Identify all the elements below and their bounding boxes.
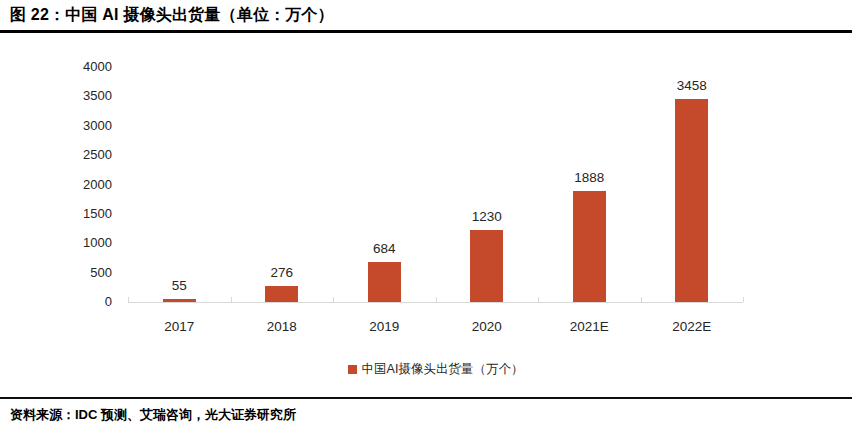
x-axis-tick xyxy=(231,297,232,302)
x-axis-tick xyxy=(743,297,744,302)
x-axis-tick xyxy=(128,297,129,302)
legend-square-icon xyxy=(348,365,357,374)
legend-label: 中国AI摄像头出货量（万个） xyxy=(362,362,524,376)
y-axis-tick-label: 3000 xyxy=(42,119,112,133)
x-axis-tick xyxy=(641,297,642,302)
bar-2021E xyxy=(573,191,606,302)
bar-value-label: 1230 xyxy=(452,209,522,225)
x-axis-category-label: 2021E xyxy=(544,319,634,335)
bar-value-label: 55 xyxy=(144,278,214,294)
x-axis-tick xyxy=(538,297,539,302)
bar-2020 xyxy=(470,230,503,302)
x-axis-category-label: 2017 xyxy=(134,319,224,335)
bar-value-label: 276 xyxy=(247,265,317,281)
x-axis-category-label: 2018 xyxy=(237,319,327,335)
y-axis-tick-label: 3500 xyxy=(42,89,112,103)
y-axis-tick-label: 500 xyxy=(42,266,112,280)
bar-2018 xyxy=(265,286,298,302)
footer-divider xyxy=(0,397,852,399)
y-axis-tick-label: 4000 xyxy=(42,60,112,74)
x-axis-tick xyxy=(436,297,437,302)
bar-value-label: 3458 xyxy=(657,78,727,94)
chart-legend: 中国AI摄像头出货量（万个） xyxy=(128,361,743,378)
bar-value-label: 684 xyxy=(349,241,419,257)
y-axis-tick-label: 1000 xyxy=(42,236,112,250)
y-axis-tick-label: 2000 xyxy=(42,178,112,192)
y-axis-tick-label: 2500 xyxy=(42,148,112,162)
y-axis-tick-label: 1500 xyxy=(42,207,112,221)
x-axis-category-label: 2022E xyxy=(647,319,737,335)
report-figure: 图 22：中国 AI 摄像头出货量（单位：万个） 050010001500200… xyxy=(0,0,852,432)
bar-2017 xyxy=(163,299,196,302)
x-axis-tick xyxy=(333,297,334,302)
source-note: 资料来源：IDC 预测、艾瑞咨询，光大证券研究所 xyxy=(10,406,296,424)
x-axis-line xyxy=(128,302,743,303)
x-axis-category-label: 2019 xyxy=(339,319,429,335)
x-axis-category-label: 2020 xyxy=(442,319,532,335)
y-axis-tick-label: 0 xyxy=(42,295,112,309)
bar-2019 xyxy=(368,262,401,302)
bar-value-label: 1888 xyxy=(554,170,624,186)
bar-2022E xyxy=(675,99,708,302)
